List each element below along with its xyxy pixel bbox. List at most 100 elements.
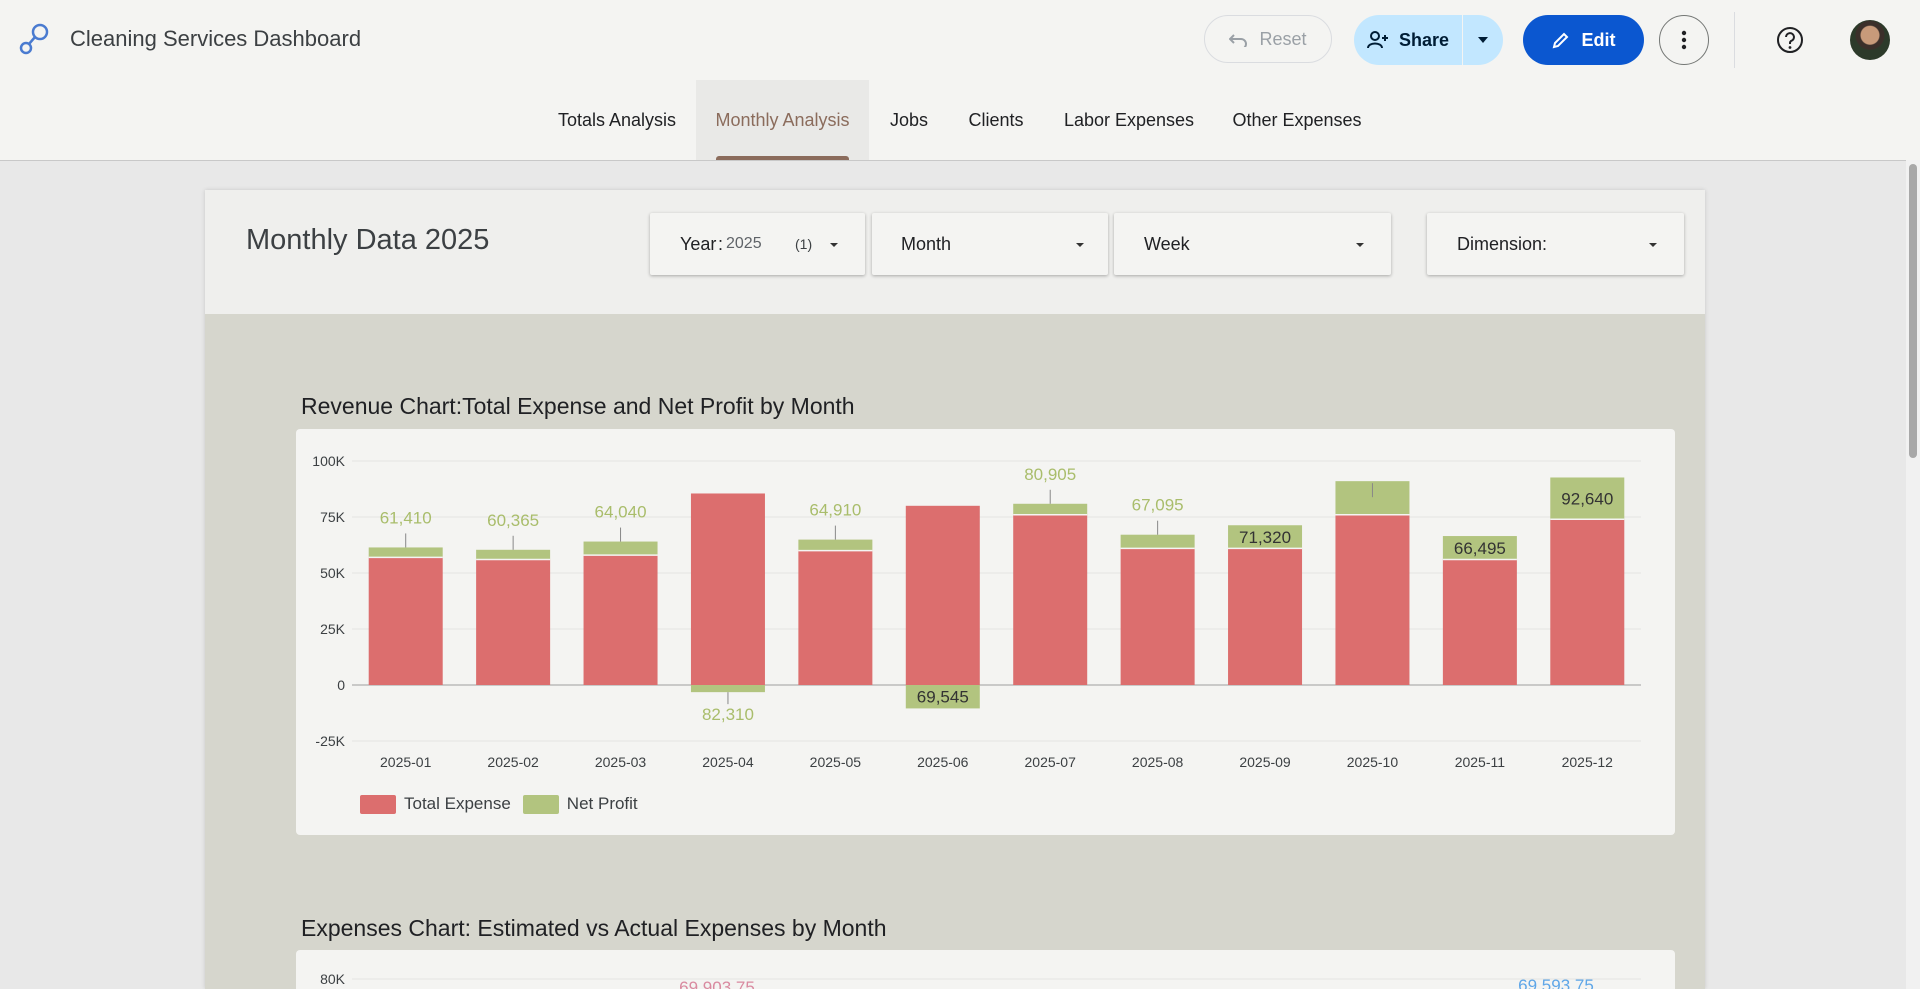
user-avatar[interactable] [1850,20,1890,60]
data-label: 64,910 [809,501,861,520]
scrollbar-thumb[interactable] [1909,164,1917,458]
dimension-label: Dimension: [1457,233,1548,254]
reset-button[interactable]: Reset [1204,15,1332,63]
data-label: 66,495 [1454,539,1506,558]
help-button[interactable] [1770,20,1810,60]
page-scrollbar[interactable] [1906,160,1920,989]
month-filter-label: Month [901,233,952,254]
data-label: 92,640 [1561,489,1613,508]
x-tick-label: 2025-06 [917,754,969,770]
bar-net-profit [1013,503,1088,515]
y-tick-label: -25K [315,733,345,749]
y-tick-label: 80K [320,971,346,987]
share-label: Share [1398,29,1450,50]
year-colon: : [718,233,724,254]
legend-item-net-profit[interactable]: Net Profit [522,794,638,814]
reset-label: Reset [1259,28,1307,49]
expenses-chart: 80K 69,903.75 69,593.75 [320,971,1641,989]
year-filter[interactable]: Year : 2025 (1) [650,213,865,275]
dimension-dropdown-icon [1649,243,1657,247]
bar-net-profit [583,541,658,556]
bar-net-profit [1442,536,1517,560]
bar-net-profit [905,685,980,709]
legend-label-total-expense: Total Expense [404,794,511,813]
bar-net-profit [1228,525,1303,549]
x-tick-label: 2025-05 [810,754,862,770]
x-tick-label: 2025-03 [595,754,647,770]
tab-other-expenses[interactable]: Other Expenses [1232,109,1362,130]
edit-button[interactable]: Edit [1523,15,1644,65]
more-vert-icon [1681,30,1687,50]
bar-total-expense [1120,548,1195,685]
bar-total-expense [1550,519,1625,685]
x-tick-label: 2025-10 [1347,754,1399,770]
week-filter[interactable]: Week [1114,213,1391,275]
year-dropdown-icon [830,243,838,247]
year-filter-count: (1) [795,236,813,252]
x-tick-label: 2025-01 [380,754,432,770]
bar-net-profit [476,549,551,560]
x-tick-label: 2025-11 [1455,754,1506,770]
bar-total-expense [1335,514,1410,685]
month-filter[interactable]: Month [872,213,1108,275]
undo-icon [1229,34,1248,47]
tab-labor-expenses[interactable]: Labor Expenses [1063,109,1195,130]
x-tick-label: 2025-04 [702,754,754,770]
share-button[interactable]: Share [1354,15,1462,65]
share-divider [1462,15,1463,65]
tab-jobs[interactable]: Jobs [889,109,929,130]
year-filter-label: Year [680,233,717,254]
bar-total-expense [583,555,658,685]
dashboard-title: Cleaning Services Dashboard [70,26,362,51]
revenue-chart: 100K 75K 50K 25K 0 -25K 61,410 2025-01 60,365 202… [312,453,1641,770]
page-title: Monthly Data 2025 [246,224,490,256]
share-button-group: Share [1354,15,1503,65]
data-label: 71,320 [1239,528,1291,547]
bar-total-expense [1442,559,1517,685]
expenses-chart-card: 80K 69,903.75 69,593.75 [296,950,1675,989]
more-options-button[interactable] [1659,15,1709,65]
data-label: 61,410 [380,508,432,527]
data-label: 60,365 [487,511,539,530]
month-dropdown-icon [1076,243,1084,247]
revenue-chart-title: Revenue Chart:Total Expense and Net Prof… [301,393,855,419]
expenses-chart-title: Expenses Chart: Estimated vs Actual Expe… [301,915,887,941]
report-page: Monthly Data 2025 Year : 2025 (1) Month … [205,190,1705,989]
y-tick-label: 50K [320,565,346,581]
bar-total-expense [798,550,873,685]
dropdown-arrow-icon [1478,37,1488,43]
tab-monthly-analysis[interactable]: Monthly Analysis [696,80,869,160]
bar-total-expense [476,559,551,685]
tab-clients[interactable]: Clients [968,109,1024,130]
y-tick-label: 0 [337,677,345,693]
tab-totals-analysis[interactable]: Totals Analysis [557,109,677,130]
bar-net-profit [798,539,873,551]
x-tick-label: 2025-09 [1239,754,1291,770]
report-header: Monthly Data 2025 Year : 2025 (1) Month … [205,190,1705,314]
revenue-chart-card: 100K 75K 50K 25K 0 -25K 61,410 2025-01 60,365 202… [296,429,1675,835]
bar-total-expense [690,493,765,685]
top-bar: Cleaning Services Dashboard Reset Share … [0,0,1920,80]
dimension-control[interactable]: Dimension: [1427,213,1684,275]
year-filter-value: 2025 [726,235,762,252]
bar-total-expense [1228,548,1303,685]
data-label: 64,040 [595,503,647,522]
bar-total-expense [1013,514,1088,685]
week-filter-label: Week [1144,233,1190,254]
data-label: 69,593.75 [1518,976,1594,989]
data-label: 69,545 [917,688,969,707]
data-label: 69,903.75 [679,978,755,989]
legend-swatch-net-profit [522,794,559,814]
x-tick-label: 2025-12 [1562,754,1614,770]
help-icon [1777,27,1803,53]
bar-net-profit [1120,534,1195,549]
data-label: 82,310 [702,705,754,724]
share-menu-button[interactable] [1463,15,1503,65]
bar-net-profit [1550,477,1625,520]
edit-label: Edit [1581,29,1616,50]
add-person-icon [1366,31,1388,49]
bar-total-expense [905,505,980,685]
legend-label-net-profit: Net Profit [566,794,638,813]
legend-item-total-expense[interactable]: Total Expense [360,794,511,814]
bar-total-expense [368,557,443,685]
